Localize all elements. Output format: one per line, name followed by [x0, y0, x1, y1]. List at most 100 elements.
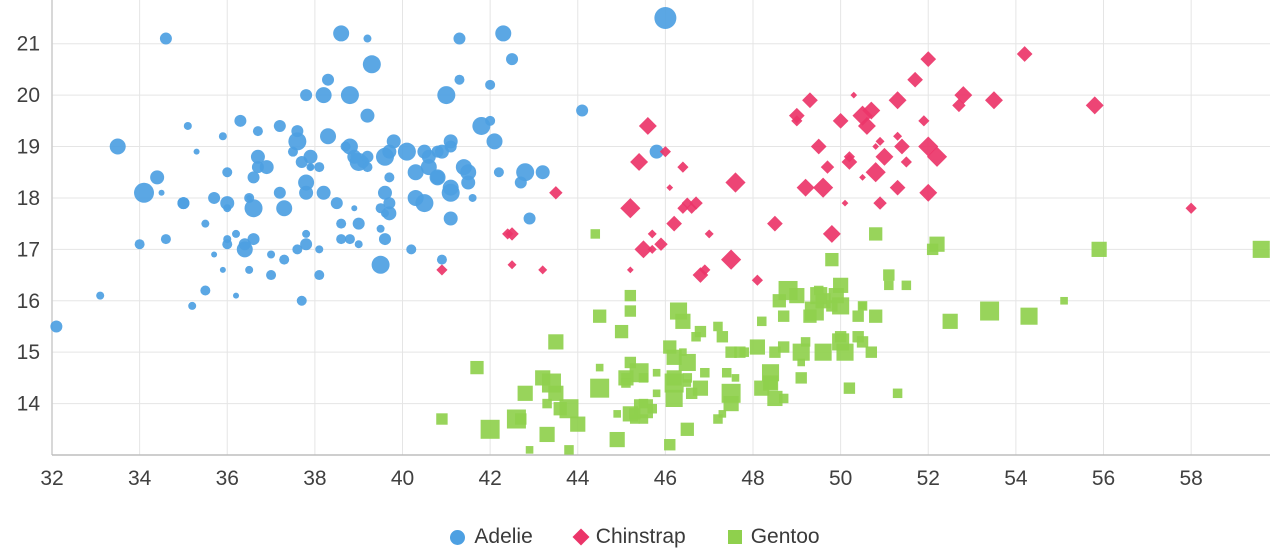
data-point-adelie: [266, 270, 277, 281]
data-point-adelie: [441, 183, 460, 202]
legend-item-chinstrap[interactable]: Chinstrap: [572, 525, 686, 549]
data-point-gentoo: [609, 431, 625, 448]
data-point-gentoo: [679, 348, 687, 356]
data-point-gentoo: [767, 390, 783, 407]
data-point-adelie: [485, 79, 496, 90]
data-point-gentoo: [810, 287, 828, 305]
data-point-chinstrap: [850, 91, 858, 99]
data-point-chinstrap: [767, 215, 783, 232]
series-group: [50, 6, 1270, 455]
data-point-adelie: [486, 133, 503, 150]
data-point-chinstrap: [751, 274, 763, 286]
data-point-gentoo: [683, 379, 692, 387]
data-point-chinstrap: [865, 162, 886, 183]
data-point-adelie: [377, 185, 392, 200]
legend-label-chinstrap: Chinstrap: [595, 525, 686, 548]
data-point-adelie: [453, 32, 466, 45]
data-point-gentoo: [593, 309, 607, 323]
data-point-adelie: [493, 167, 504, 178]
data-point-adelie: [259, 160, 274, 175]
data-point-adelie: [314, 270, 325, 281]
data-point-adelie: [406, 244, 417, 255]
data-point-adelie: [431, 145, 444, 158]
data-point-adelie: [177, 197, 190, 210]
x-tick-label: 56: [1092, 467, 1115, 490]
data-point-adelie: [333, 25, 350, 42]
y-tick-label: 17: [17, 238, 40, 261]
data-point-chinstrap: [857, 117, 876, 135]
y-tick-label: 15: [17, 341, 40, 364]
data-point-gentoo: [797, 358, 806, 367]
data-point-adelie: [383, 197, 396, 210]
legend-item-gentoo[interactable]: Gentoo: [727, 525, 820, 549]
y-tick-label: 14: [17, 393, 41, 416]
data-point-gentoo: [621, 373, 631, 383]
data-point-gentoo: [595, 363, 604, 372]
data-point-gentoo: [814, 343, 832, 361]
data-point-adelie: [244, 199, 263, 218]
data-point-gentoo: [624, 305, 637, 317]
legend-item-adelie[interactable]: Adelie: [450, 525, 533, 549]
data-point-chinstrap: [872, 143, 880, 150]
data-point-adelie: [223, 204, 232, 213]
data-point-adelie: [252, 126, 263, 137]
data-point-gentoo: [769, 346, 781, 358]
data-point-adelie: [330, 197, 343, 210]
data-point-gentoo: [652, 368, 661, 377]
data-point-gentoo: [942, 313, 958, 329]
data-point-adelie: [96, 291, 105, 300]
data-point-adelie: [273, 186, 286, 199]
plot-area: 32 34 36 38 40 42 44 46 48 50 52 54 56 58 14 15 16 17 18 19…: [17, 0, 1270, 490]
data-point-chinstrap: [630, 152, 649, 171]
data-point-gentoo: [757, 316, 767, 327]
data-point-gentoo: [685, 387, 698, 400]
x-tick-label: 40: [391, 467, 414, 490]
data-point-gentoo: [778, 280, 798, 300]
data-point-gentoo: [700, 367, 710, 378]
x-tick-label: 50: [829, 467, 852, 490]
data-point-chinstrap: [813, 177, 834, 198]
data-point-adelie: [300, 89, 313, 102]
data-point-gentoo: [614, 324, 629, 339]
data-point-gentoo: [548, 334, 564, 350]
data-point-gentoo: [1060, 296, 1068, 305]
x-tick-label: 36: [216, 467, 239, 490]
data-point-gentoo: [777, 341, 790, 353]
data-point-chinstrap: [985, 91, 1003, 110]
data-point-adelie: [514, 176, 527, 189]
data-point-chinstrap: [796, 178, 815, 197]
data-point-gentoo: [1252, 240, 1270, 258]
data-point-gentoo: [856, 336, 869, 348]
data-point-gentoo: [869, 309, 883, 323]
data-point-adelie: [232, 229, 241, 238]
data-point-gentoo: [624, 289, 637, 302]
data-point-chinstrap: [954, 86, 973, 105]
data-point-adelie: [407, 164, 424, 181]
data-point-adelie: [302, 229, 311, 238]
data-point-adelie: [222, 167, 233, 178]
data-point-adelie: [397, 142, 416, 161]
data-point-chinstrap: [822, 224, 841, 243]
data-point-adelie: [219, 266, 226, 273]
data-point-adelie: [535, 165, 550, 180]
data-point-adelie: [250, 149, 265, 164]
data-point-chinstrap: [638, 117, 657, 135]
y-tick-label: 20: [17, 84, 40, 107]
data-point-adelie: [244, 192, 255, 203]
data-point-adelie: [654, 6, 677, 29]
legend-label-adelie: Adelie: [474, 525, 533, 548]
data-point-adelie: [436, 254, 447, 265]
data-point-gentoo: [570, 416, 586, 432]
data-point-adelie: [238, 238, 251, 251]
data-point-gentoo: [800, 337, 811, 347]
data-point-adelie: [292, 244, 303, 255]
x-tick-label: 48: [741, 467, 764, 490]
data-point-adelie: [506, 53, 519, 66]
data-point-adelie: [443, 134, 458, 149]
data-point-gentoo: [723, 395, 739, 412]
data-point-gentoo: [857, 301, 868, 311]
data-point-adelie: [150, 170, 165, 185]
x-tick-label: 42: [478, 467, 501, 490]
x-tick-label: 34: [128, 467, 152, 490]
